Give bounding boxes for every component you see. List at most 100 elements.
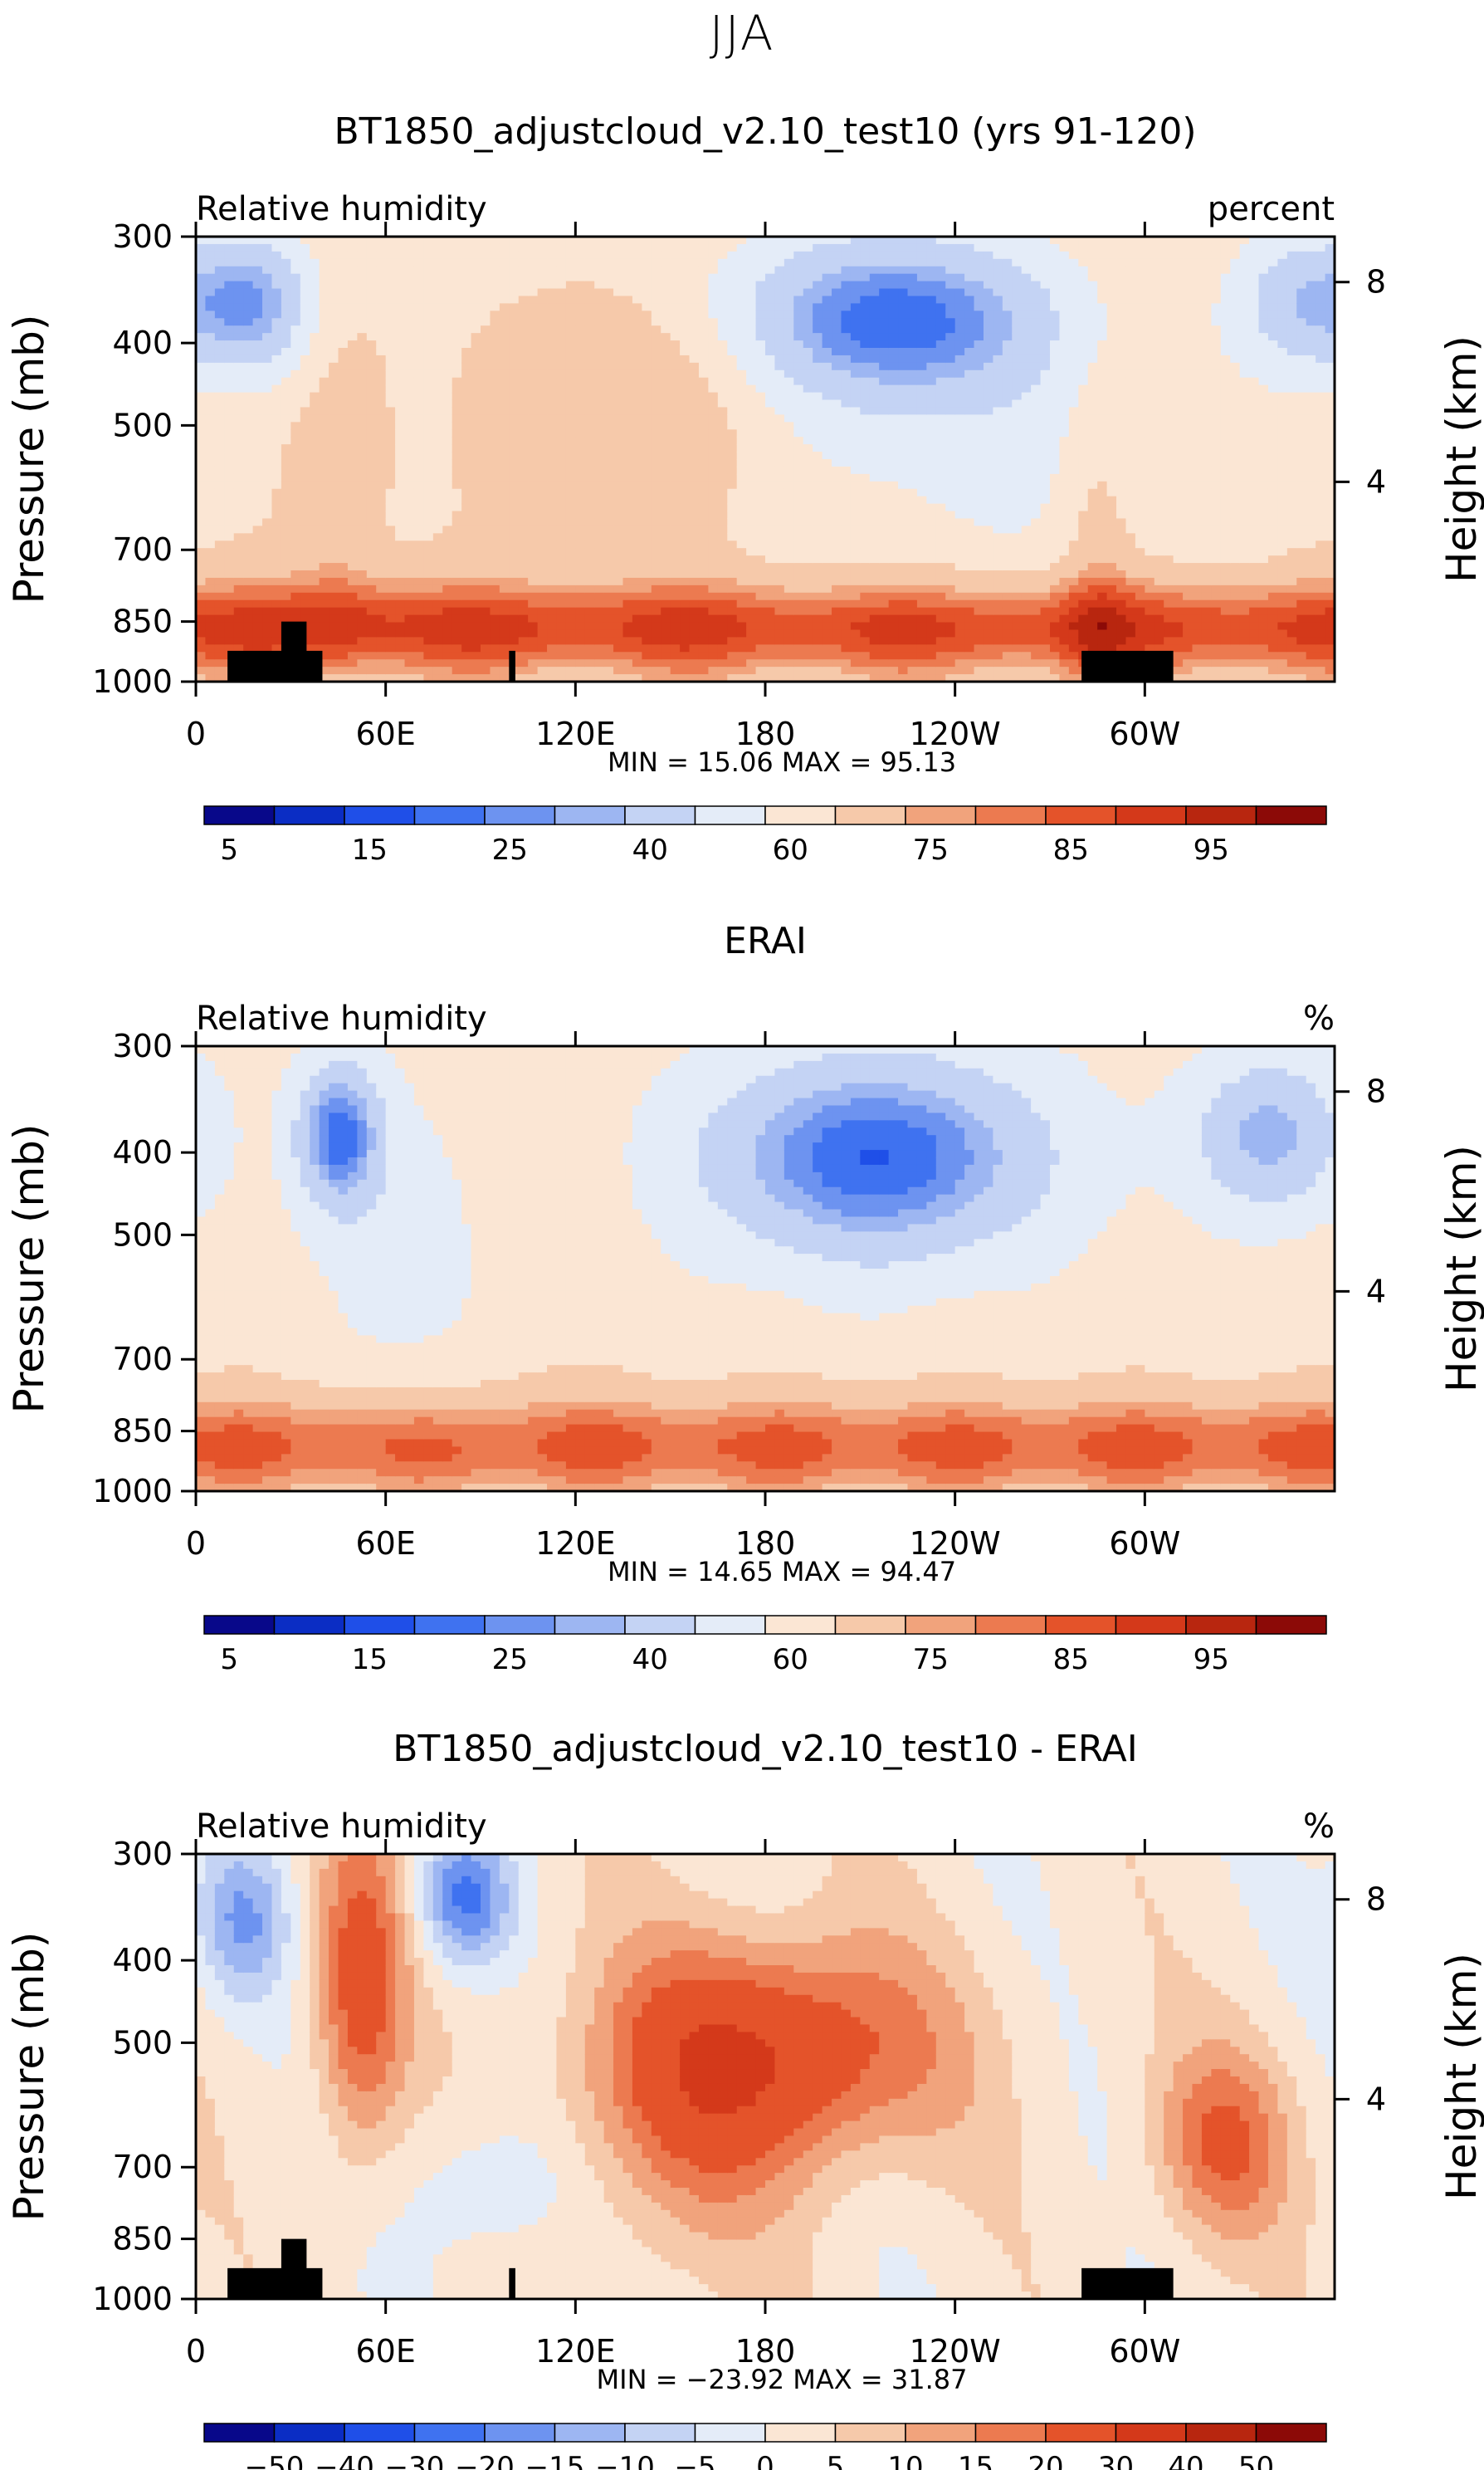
field-cell bbox=[196, 422, 207, 430]
field-cell bbox=[395, 444, 406, 452]
field-cell bbox=[575, 488, 586, 497]
field-cell bbox=[727, 637, 738, 645]
field-cell bbox=[717, 237, 728, 245]
field-cell bbox=[813, 288, 823, 297]
field-cell bbox=[888, 526, 899, 534]
field-cell bbox=[252, 607, 263, 616]
field-cell bbox=[670, 266, 681, 275]
field-cell bbox=[964, 548, 975, 556]
field-cell bbox=[404, 377, 415, 386]
field-cell bbox=[271, 622, 282, 631]
field-cell bbox=[461, 333, 472, 341]
field-cell bbox=[736, 333, 747, 341]
field-cell bbox=[803, 667, 813, 675]
field-cell bbox=[793, 614, 804, 624]
field-cell bbox=[803, 518, 813, 526]
field-cell bbox=[774, 377, 785, 386]
field-cell bbox=[603, 540, 614, 549]
field-cell bbox=[499, 466, 510, 475]
field-cell bbox=[385, 496, 396, 505]
field-cell bbox=[613, 452, 624, 460]
field-cell bbox=[783, 362, 794, 371]
field-cell bbox=[698, 555, 709, 564]
field-cell bbox=[632, 667, 642, 675]
field-cell bbox=[338, 667, 349, 675]
field-cell bbox=[347, 325, 358, 334]
field-cell bbox=[499, 667, 510, 675]
field-cell bbox=[490, 384, 500, 394]
field-cell bbox=[622, 622, 633, 631]
field-cell bbox=[964, 407, 975, 415]
field-cell bbox=[556, 296, 567, 304]
field-cell bbox=[537, 518, 548, 526]
field-cell bbox=[376, 303, 387, 311]
field-cell bbox=[926, 311, 937, 319]
field-cell bbox=[281, 273, 291, 282]
field-cell bbox=[338, 399, 349, 408]
field-cell bbox=[509, 273, 520, 282]
field-cell bbox=[432, 369, 443, 379]
field-cell bbox=[974, 592, 984, 601]
field-cell bbox=[347, 414, 358, 423]
field-cell bbox=[376, 473, 387, 482]
field-cell bbox=[528, 533, 539, 541]
field-cell bbox=[594, 481, 605, 490]
field-cell bbox=[898, 481, 909, 490]
field-cell bbox=[642, 614, 652, 624]
field-cell bbox=[404, 473, 415, 482]
field-cell bbox=[717, 563, 728, 571]
field-cell bbox=[860, 362, 871, 371]
field-cell bbox=[689, 296, 700, 304]
field-cell bbox=[642, 659, 652, 668]
field-cell bbox=[432, 266, 443, 275]
field-cell bbox=[565, 674, 576, 682]
field-cell bbox=[565, 614, 576, 624]
field-cell bbox=[413, 518, 424, 526]
field-cell bbox=[632, 251, 642, 260]
field-cell bbox=[271, 444, 282, 452]
field-cell bbox=[413, 251, 424, 260]
field-cell bbox=[888, 614, 899, 624]
field-cell bbox=[898, 599, 909, 609]
field-cell bbox=[310, 637, 320, 645]
field-cell bbox=[224, 503, 235, 512]
field-cell bbox=[338, 429, 349, 438]
field-cell bbox=[717, 488, 728, 497]
field-cell bbox=[642, 243, 652, 252]
field-cell bbox=[395, 659, 406, 668]
field-cell bbox=[974, 303, 984, 311]
field-cell bbox=[338, 407, 349, 415]
field-cell bbox=[622, 540, 633, 549]
field-cell bbox=[385, 599, 396, 609]
field-cell bbox=[680, 652, 691, 660]
field-cell bbox=[556, 325, 567, 334]
field-cell bbox=[632, 644, 642, 653]
field-cell bbox=[243, 243, 254, 252]
field-cell bbox=[935, 540, 946, 549]
field-cell bbox=[832, 466, 842, 475]
field-cell bbox=[442, 496, 453, 505]
field-cell bbox=[518, 362, 529, 371]
field-cell bbox=[822, 459, 832, 467]
field-cell bbox=[727, 533, 738, 541]
field-cell bbox=[442, 511, 453, 520]
field-cell bbox=[746, 444, 757, 452]
field-cell bbox=[196, 481, 207, 490]
field-cell bbox=[262, 392, 273, 401]
field-cell bbox=[755, 325, 766, 334]
field-cell bbox=[243, 614, 254, 624]
field-cell bbox=[746, 667, 757, 675]
field-cell bbox=[556, 496, 567, 505]
field-cell bbox=[565, 592, 576, 601]
field-cell bbox=[622, 266, 633, 275]
field-cell bbox=[528, 599, 539, 609]
field-cell bbox=[556, 466, 567, 475]
field-cell bbox=[622, 607, 633, 616]
field-cell bbox=[357, 288, 368, 297]
field-cell bbox=[281, 340, 291, 349]
field-cell bbox=[907, 399, 918, 408]
field-cell bbox=[290, 459, 301, 467]
field-cell bbox=[347, 258, 358, 267]
field-cell bbox=[432, 422, 443, 430]
field-cell bbox=[481, 540, 491, 549]
